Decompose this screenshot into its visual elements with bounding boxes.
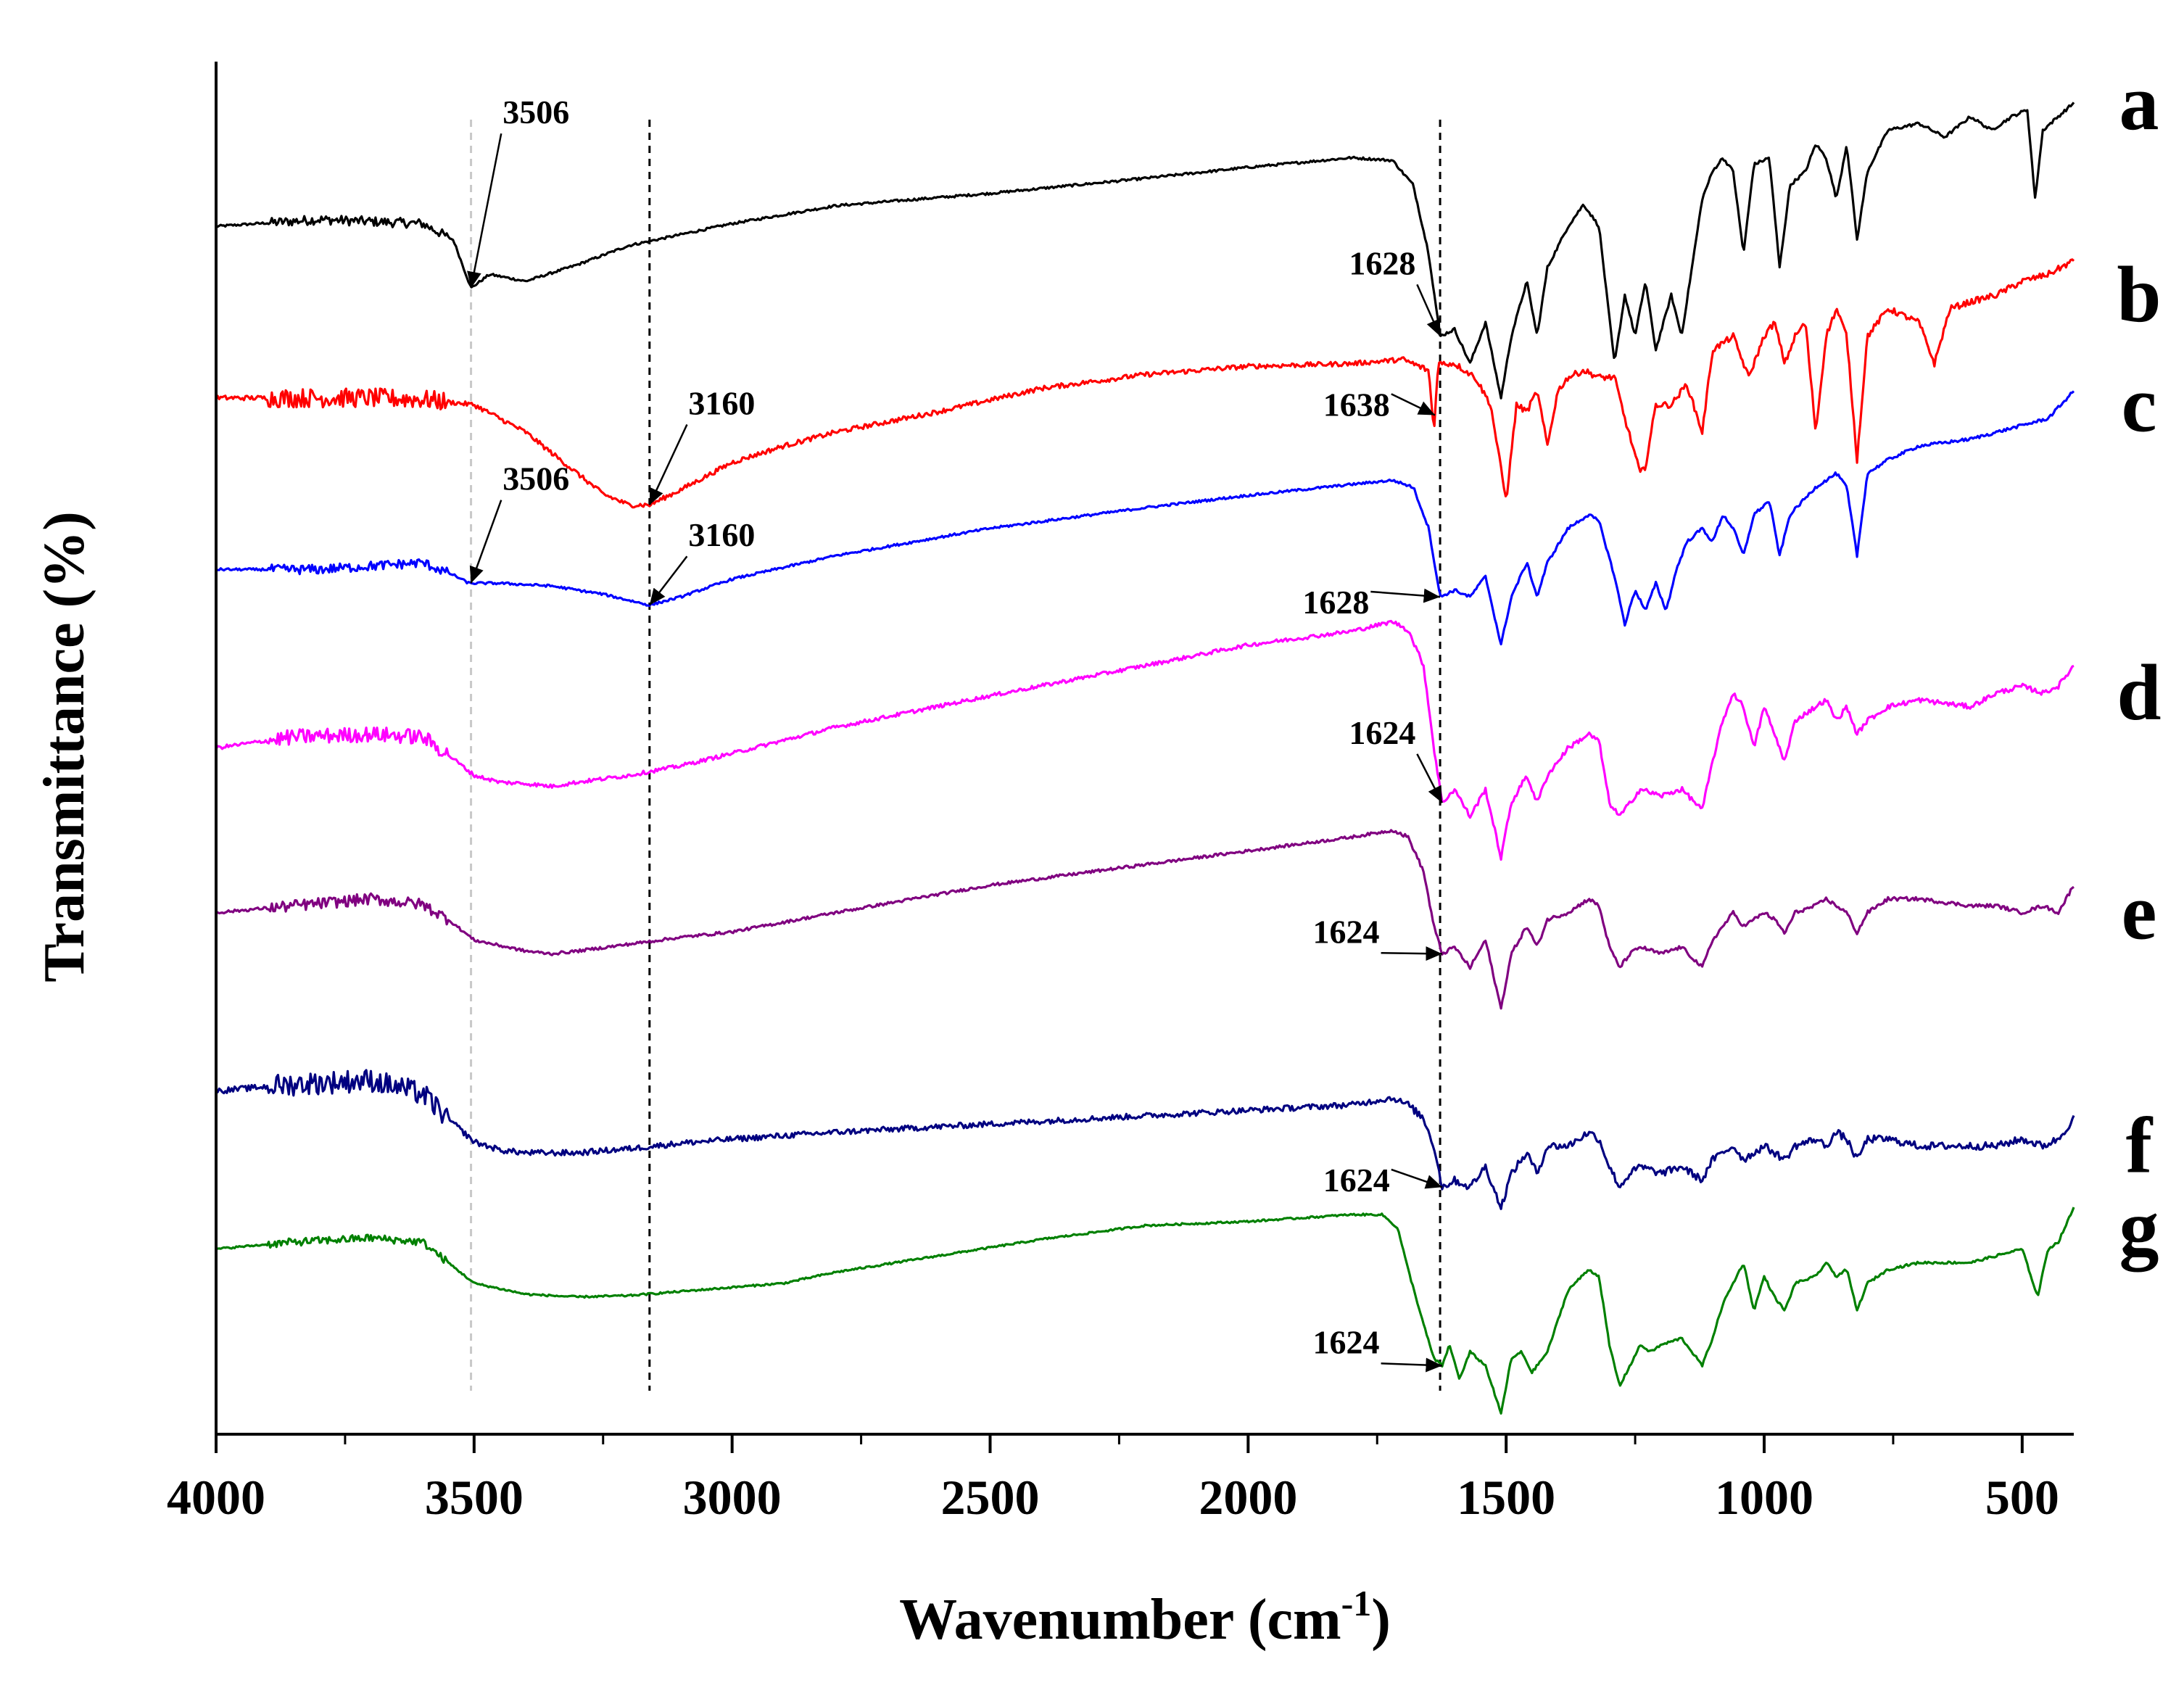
x-axis-title-superscript: -1 [1341, 1583, 1372, 1623]
x-tick-label-1000: 1000 [1715, 1470, 1813, 1525]
x-tick-label-3000: 3000 [683, 1470, 782, 1525]
curve-label-g: g [2119, 1183, 2159, 1272]
reference-lines [470, 120, 1441, 1391]
y-axis-title: Transmittance (%) [33, 511, 96, 982]
annotation-d-1624: 1624 [1349, 714, 1415, 751]
series-a-line [215, 102, 2075, 400]
curve-label-b: b [2117, 250, 2161, 339]
x-axis-title: Wavenumber (cm-1) [899, 1583, 1391, 1652]
series-g-line [215, 1207, 2075, 1415]
curve-label-a: a [2119, 58, 2159, 146]
annotation-b-1638: 1638 [1323, 386, 1390, 423]
series-b-line [215, 258, 2075, 509]
series-e-line [215, 829, 2075, 1010]
annotation-arrow-c-3506 [469, 500, 502, 584]
annotation-c-1628: 1628 [1302, 584, 1369, 621]
annotation-a-3506: 3506 [502, 94, 569, 131]
curve-labels: a bc d e fg [2117, 58, 2161, 1272]
x-axis-title-end: ) [1371, 1588, 1391, 1652]
series-f-line [215, 1069, 2075, 1210]
curve-label-d: d [2117, 648, 2161, 737]
annotation-arrow-c-3160 [648, 555, 688, 606]
annotation-c-3160: 3160 [688, 516, 755, 553]
x-tick-label-1500: 1500 [1457, 1470, 1555, 1525]
annotation-b-3160: 3160 [688, 385, 755, 422]
annotation-e-1624: 1624 [1313, 913, 1380, 950]
curve-label-f: f [2126, 1101, 2154, 1189]
annotation-g-1624: 1624 [1313, 1323, 1380, 1360]
x-axis-title-main: Wavenumber (cm [899, 1588, 1341, 1652]
annotation-arrow-a-3506 [467, 133, 502, 289]
axes [215, 62, 2074, 1436]
x-tick-label-2000: 2000 [1199, 1470, 1297, 1525]
annotation-arrow-b-3160 [648, 423, 688, 505]
x-tick-label-500: 500 [1985, 1470, 2059, 1525]
annotation-f-1624: 1624 [1323, 1162, 1390, 1199]
annotation-arrow-a-1628 [1416, 284, 1441, 337]
x-tick-label-4000: 4000 [167, 1470, 265, 1525]
spectra-series [215, 102, 2075, 1415]
x-tick-label-3500: 3500 [425, 1470, 524, 1525]
annotation-a-1628: 1628 [1349, 244, 1415, 281]
curve-label-c: c [2122, 360, 2157, 448]
x-axis-ticks: 4000 3500 3000 2500 2000 1500 1000 500 [167, 1434, 2059, 1525]
series-c-line [215, 390, 2075, 646]
curve-label-e: e [2122, 868, 2157, 956]
annotation-arrow-g-1624 [1381, 1357, 1442, 1373]
annotation-c-3506: 3506 [502, 460, 569, 497]
x-tick-label-2500: 2500 [941, 1470, 1040, 1525]
series-d-line [215, 619, 2075, 861]
annotation-arrow-c-1628 [1370, 588, 1441, 603]
peak-annotations: 3506 1628 3160 1638 3506 3160 1628 1624 1624 1624… [467, 94, 1444, 1373]
annotation-arrow-b-1638 [1391, 393, 1436, 416]
annotation-arrow-d-1624 [1416, 753, 1444, 803]
annotation-arrow-f-1624 [1391, 1168, 1443, 1189]
